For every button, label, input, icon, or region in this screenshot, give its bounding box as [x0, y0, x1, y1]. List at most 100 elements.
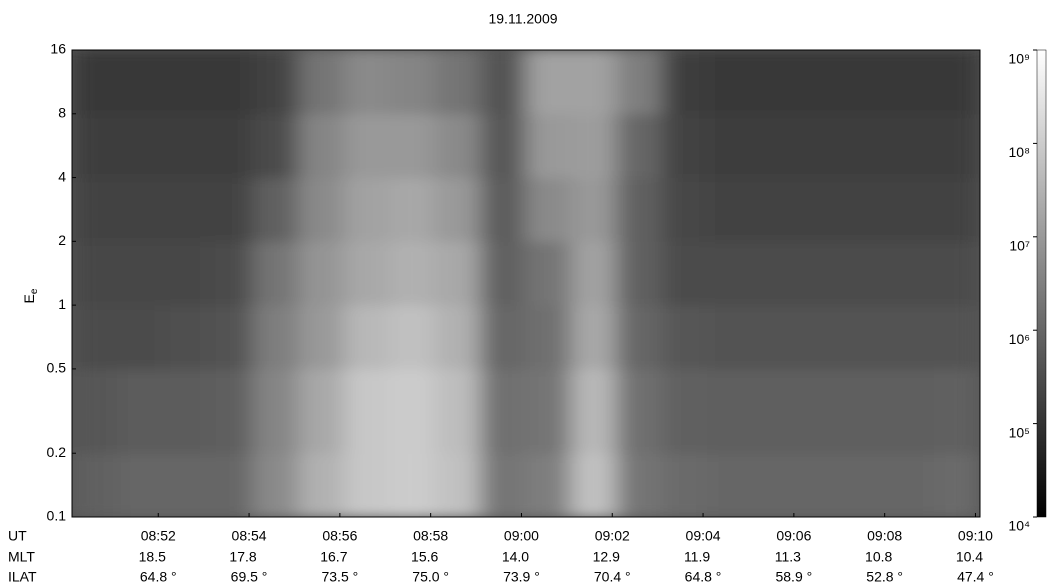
heat-cell [72, 368, 118, 453]
heat-cell [162, 50, 208, 115]
heat-cell [435, 305, 481, 370]
colorbar [1037, 50, 1046, 517]
heat-cell [843, 305, 889, 370]
heat-cell [616, 177, 662, 242]
heat-cell [72, 305, 118, 370]
heat-cell [753, 368, 799, 453]
heat-cell [480, 241, 526, 306]
row-label: UT [8, 528, 27, 544]
y-tick-label: 8 [58, 104, 66, 120]
heat-cell [299, 241, 345, 306]
heat-cell [162, 368, 208, 453]
heat-cell [571, 177, 617, 242]
heat-cell [889, 177, 935, 242]
ilat-label: 73.5 ° [321, 569, 358, 585]
heat-cell [843, 177, 889, 242]
colorbar-tick-label: 10⁷ [1009, 238, 1030, 254]
y-label-sub: e [29, 288, 40, 294]
heat-cell [389, 177, 435, 242]
mlt-label: 17.8 [229, 549, 256, 565]
heat-cell [616, 453, 662, 518]
heat-cell [253, 113, 299, 178]
heat-cell [889, 368, 935, 453]
heat-cell [934, 177, 980, 242]
heat-cell [435, 368, 481, 453]
heatmap [72, 50, 981, 518]
colorbar-tick-label: 10⁸ [1009, 144, 1031, 160]
heat-cell [707, 305, 753, 370]
heat-cell [526, 241, 572, 306]
x-tick-label: 08:52 [141, 528, 176, 544]
heat-cell [480, 113, 526, 178]
heat-cell [707, 177, 753, 242]
heat-cell [526, 177, 572, 242]
colorbar-tick-label: 10⁴ [1008, 518, 1030, 534]
heat-cell [526, 368, 572, 453]
heat-cell [117, 113, 163, 178]
heat-cell [72, 177, 118, 242]
heat-cell [526, 305, 572, 370]
mlt-label: 10.4 [956, 549, 983, 565]
heat-cell [480, 305, 526, 370]
heat-cell [389, 305, 435, 370]
ilat-label: 52.8 ° [866, 569, 903, 585]
heat-cell [208, 113, 254, 178]
heat-cell [435, 453, 481, 518]
x-tick-label: 09:06 [776, 528, 811, 544]
heat-cell [843, 368, 889, 453]
heat-cell [389, 113, 435, 178]
heat-cell [344, 305, 390, 370]
heat-cell [208, 305, 254, 370]
heat-cell [117, 50, 163, 115]
ilat-label: 47.4 ° [957, 569, 994, 585]
row-label: MLT [8, 549, 35, 565]
heat-cell [662, 50, 708, 115]
heat-cell [389, 368, 435, 453]
heat-cell [253, 453, 299, 518]
heat-cell [344, 453, 390, 518]
heat-cell [162, 177, 208, 242]
heat-cell [480, 177, 526, 242]
heat-cell [798, 453, 844, 518]
heat-cell [389, 241, 435, 306]
heat-cell [299, 368, 345, 453]
heat-cell [798, 241, 844, 306]
heat-cell [253, 241, 299, 306]
heat-cell [208, 241, 254, 306]
heat-cell [526, 453, 572, 518]
y-axis-label: Ee [21, 288, 40, 303]
x-tick-label: 08:58 [413, 528, 448, 544]
heat-cell [72, 241, 118, 306]
heat-cell [707, 113, 753, 178]
x-tick-label: 09:10 [958, 528, 993, 544]
heat-cell [253, 50, 299, 115]
heat-cell [753, 241, 799, 306]
heat-cell [662, 113, 708, 178]
heat-cell [571, 50, 617, 115]
heat-cell [662, 453, 708, 518]
ilat-label: 58.9 ° [775, 569, 812, 585]
heat-cell [934, 305, 980, 370]
heat-cell [662, 305, 708, 370]
y-tick-label: 0.5 [47, 360, 67, 376]
mlt-label: 15.6 [411, 549, 438, 565]
heat-cell [435, 50, 481, 115]
heat-cell [707, 50, 753, 115]
heat-cell [616, 368, 662, 453]
heat-cell [253, 368, 299, 453]
heat-cell [208, 453, 254, 518]
heat-cell [889, 241, 935, 306]
heat-cell [934, 241, 980, 306]
heat-cell [934, 368, 980, 453]
x-tick-label: 09:04 [686, 528, 721, 544]
heat-cell [753, 177, 799, 242]
chart: 19.11.2009 Ee 0.10.20.5124816UTMLTILAT08… [0, 0, 1047, 586]
heat-cell [798, 113, 844, 178]
heat-cell [616, 241, 662, 306]
colorbar-tick-label: 10⁶ [1009, 331, 1030, 347]
mlt-label: 14.0 [502, 549, 529, 565]
heat-cell [571, 241, 617, 306]
heat-cell [117, 453, 163, 518]
heat-cell [934, 50, 980, 115]
x-tick-label: 09:00 [504, 528, 539, 544]
